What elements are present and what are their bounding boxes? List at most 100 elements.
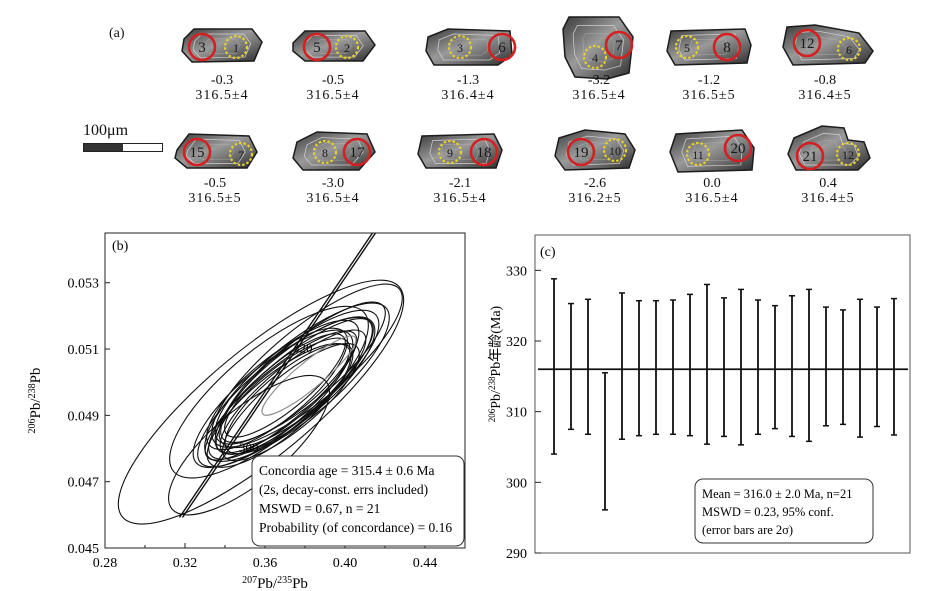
grain-age: 316.2±5 — [568, 191, 622, 206]
concordia-age-label: 320 — [293, 340, 313, 355]
uo-spot-circle — [795, 141, 825, 171]
hf-spot-circle — [437, 139, 463, 165]
error-bar — [551, 278, 557, 455]
panel-c-label: (c) — [540, 245, 556, 260]
uo-spot-circle — [302, 32, 332, 62]
grain-zoning — [809, 140, 848, 161]
grain-value: -2.1 — [448, 176, 472, 191]
uo-spot-circle — [712, 32, 742, 62]
scale-bar-label: 100μm — [83, 122, 129, 139]
grain-label: -0.5 316.5±4 — [278, 73, 388, 103]
uo-spot-circle — [187, 32, 217, 62]
zircon-grain: 12 6 — [782, 24, 874, 66]
grain-label: -0.5 316.5±5 — [160, 176, 270, 206]
error-bar — [602, 372, 608, 511]
grain-zoning — [576, 141, 614, 161]
spot-number: 20 — [731, 141, 746, 157]
zircon-grain: 8 17 — [292, 131, 376, 171]
spot-number: 7 — [615, 38, 623, 54]
error-bar — [721, 297, 727, 438]
error-bar — [704, 283, 710, 445]
zircon-cl-images-panel: (a) 100μm 3 1 5 2 3 6 4 7 5 8 12 6 15 7 8 17 9 18 19 10 11 20… — [0, 0, 928, 228]
error-bar — [823, 306, 829, 427]
y-tick-label: 330 — [506, 264, 527, 279]
grain-value: -0.3 — [210, 73, 234, 88]
zircon-grain: 19 10 — [554, 129, 636, 171]
error-ellipse — [117, 279, 405, 525]
grain-age: 316.4±5 — [801, 191, 855, 206]
grain-label: -2.6 316.2±5 — [540, 176, 650, 206]
spot-number: 10 — [609, 144, 621, 158]
spot-number: 18 — [477, 145, 492, 161]
grain-zoning — [689, 38, 729, 56]
annotation-line: MSWD = 0.23, 95% conf. — [702, 505, 834, 519]
zircon-grain: 11 20 — [669, 129, 755, 173]
grain-label: 0.0 316.5±4 — [657, 176, 767, 206]
hf-spot-circle — [228, 141, 254, 167]
y-tick-label: 310 — [506, 406, 527, 421]
concordia-curve — [181, 233, 377, 518]
grain-zoning — [192, 33, 252, 59]
plot-frame — [534, 234, 911, 554]
spot-number: 8 — [723, 40, 731, 56]
plot-frame — [104, 232, 466, 549]
uo-spot-circle — [604, 30, 634, 60]
grain-zoning — [798, 132, 859, 166]
y-tick-label: 0.047 — [68, 476, 100, 491]
error-bar — [670, 299, 676, 436]
zircon-grain: 21 12 — [787, 125, 871, 171]
spot-number: 11 — [692, 148, 704, 162]
hf-spot-circle — [312, 139, 338, 165]
spot-number: 6 — [846, 43, 852, 57]
annotation-box — [251, 455, 465, 547]
error-ellipse — [204, 302, 390, 462]
grain-age: 316.5±4 — [306, 88, 360, 103]
y-tick-label: 300 — [506, 476, 527, 491]
hf-spot-circle — [602, 137, 628, 163]
spot-number: 3 — [457, 41, 463, 55]
zircon-grain: 15 7 — [174, 133, 258, 169]
x-tick-label: 0.36 — [253, 556, 278, 571]
y-axis-label: 206Pb/238Pb年龄(Ma) — [487, 305, 504, 422]
grain-zoning — [565, 135, 625, 166]
error-bar — [568, 302, 574, 431]
uo-spot-circle — [723, 133, 753, 163]
spot-number: 15 — [190, 145, 205, 161]
x-axis-label: 207Pb/235Pb — [242, 575, 308, 591]
spot-number: 17 — [350, 145, 366, 161]
uo-spot-circle — [487, 32, 517, 62]
y-tick-label: 0.045 — [68, 542, 100, 557]
grain-age: 316.4±4 — [441, 88, 495, 103]
error-ellipse — [169, 305, 369, 479]
grain-value: -3.2 — [587, 73, 611, 88]
spot-number: 8 — [322, 146, 328, 160]
annotation-line: (error bars are 2σ) — [702, 523, 793, 537]
hf-spot-circle — [836, 36, 862, 62]
error-bar — [857, 298, 863, 438]
grain-body — [174, 133, 258, 169]
error-bar — [891, 297, 897, 436]
error-bar — [636, 299, 642, 437]
grain-age: 316.5±4 — [572, 88, 626, 103]
zircon-grain: 47 — [562, 16, 634, 80]
x-tick-label: 0.32 — [173, 556, 198, 571]
y-axis-label: 206Pb/238Pb — [27, 368, 45, 434]
grain-zoning — [314, 39, 353, 54]
grain-label: -0.8 316.4±5 — [770, 73, 880, 103]
concordia-group — [178, 233, 377, 518]
error-ellipse — [224, 333, 346, 438]
error-bar — [874, 306, 880, 428]
y-tick-label: 290 — [506, 547, 527, 562]
y-tick-label: 0.049 — [68, 409, 100, 424]
error-ellipse — [224, 343, 354, 455]
grain-zoning — [448, 38, 488, 56]
error-bar — [840, 309, 846, 426]
error-ellipse — [192, 329, 354, 469]
grain-label: -2.1 316.5±4 — [405, 176, 515, 206]
annotation-line: MSWD = 0.67, n = 21 — [259, 501, 380, 516]
spot-number: 6 — [498, 40, 506, 56]
error-bar — [619, 292, 625, 440]
spot-number: 7 — [238, 148, 244, 162]
